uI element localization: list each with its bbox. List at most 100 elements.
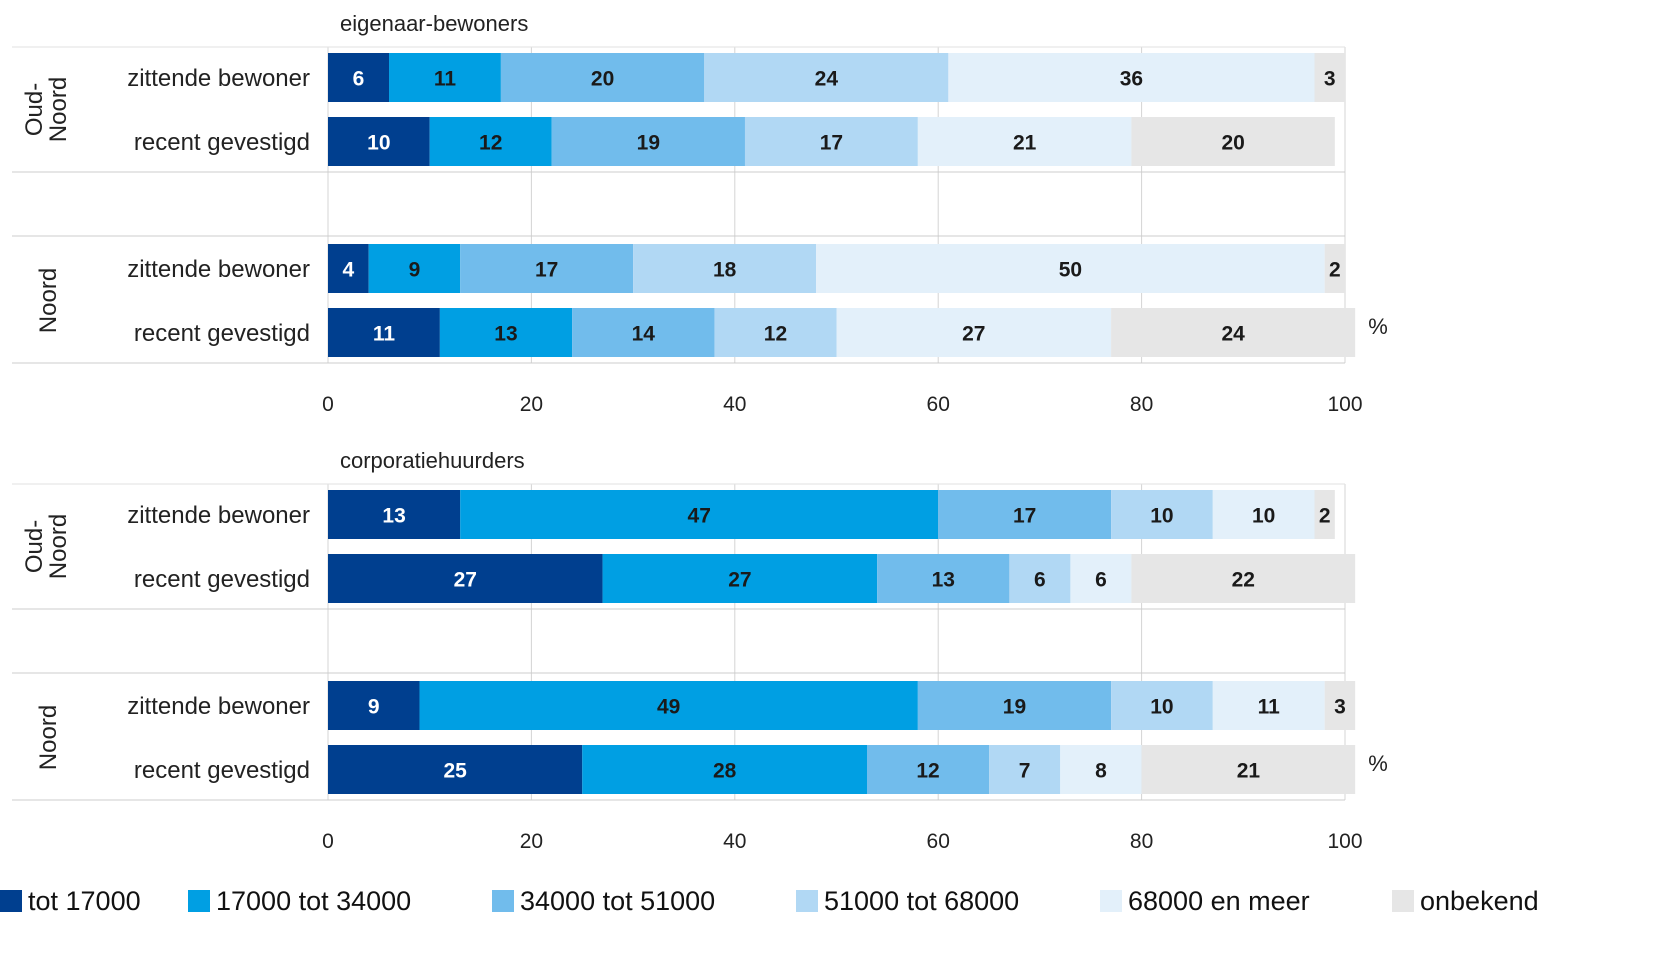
bar-segment [602,554,878,603]
row-label: zittende bewoner [127,693,310,720]
data-label: 13 [382,505,405,528]
data-label: 47 [688,505,711,528]
row-label: zittende bewoner [127,65,310,92]
legend-label: 51000 tot 68000 [824,886,1019,916]
data-label: 3 [1334,696,1346,719]
panel-1: corporatiehuurders Oud-Noord zittende bewo… [12,448,1388,853]
data-label: 49 [657,696,680,719]
data-label: 3 [1324,68,1336,91]
data-label: 12 [916,760,939,783]
data-label: 13 [494,323,517,346]
data-label: 22 [1232,569,1255,592]
panel-title: corporatiehuurders [340,448,525,473]
data-label: 21 [1237,760,1261,783]
bar-segment [1009,554,1071,603]
row-label: recent gevestigd [134,757,310,784]
row-label: recent gevestigd [134,320,310,347]
bar-segment [439,308,573,357]
group-label: Oud- [21,83,48,136]
data-label: 12 [479,132,502,155]
data-label: 6 [1034,569,1046,592]
bar-group: Noord zittende bewoner 9 49 19 10 11 3 recent ge… [35,681,1356,794]
legend-label: 34000 tot 51000 [520,886,715,916]
row-label: zittende bewoner [127,256,310,283]
group-label: Noord [45,514,72,579]
bar-segment [1324,681,1356,730]
bar-segment [389,53,501,102]
data-label: 50 [1059,259,1082,282]
bar-segment [1131,554,1356,603]
data-label: 10 [367,132,390,155]
bar-segment [704,53,949,102]
data-label: 6 [1095,569,1107,592]
x-tick-label: 0 [322,393,334,416]
row-label: zittende bewoner [127,502,310,529]
panel-title: eigenaar-bewoners [340,11,528,36]
group-label: Noord [35,268,62,333]
legend-swatch [492,890,514,912]
data-label: 9 [409,259,421,282]
x-tick-label: 40 [723,393,746,416]
data-label: 10 [1252,505,1275,528]
bar-segment [460,244,634,293]
row-label: recent gevestigd [134,566,310,593]
bar-segment [744,117,918,166]
group-label: Noord [45,77,72,142]
data-label: 24 [815,68,839,91]
bar-segment [500,53,705,102]
bar-segment [1314,490,1335,539]
bar-segment [328,681,420,730]
data-label: 7 [1019,760,1031,783]
x-tick-label: 80 [1130,393,1153,416]
data-label: 17 [820,132,843,155]
data-label: 10 [1150,505,1173,528]
bar-segment [714,308,837,357]
data-label: 10 [1150,696,1173,719]
data-label: 20 [1221,132,1244,155]
data-label: 12 [764,323,787,346]
x-tick-label: 80 [1130,830,1153,853]
data-label: 11 [434,68,457,91]
bar-segment [328,308,440,357]
data-label: 36 [1120,68,1143,91]
data-label: 27 [454,569,477,592]
bar-segment [989,745,1061,794]
bar-segment [328,117,430,166]
bar-segment [1111,308,1356,357]
bar-segment [419,681,918,730]
x-tick-label: 20 [520,393,543,416]
legend-label: tot 17000 [28,886,141,916]
data-label: 14 [632,323,656,346]
bar-segment [633,244,817,293]
data-label: 2 [1319,505,1331,528]
bar-segment [816,244,1325,293]
bar-segment [917,117,1132,166]
legend: tot 17000 17000 tot 34000 34000 tot 51000 5… [0,886,1539,916]
data-label: 17 [1013,505,1036,528]
data-label: 19 [1003,696,1026,719]
bar-segment [368,244,461,293]
bar-segment [551,117,745,166]
bar-group: Oud-Noord zittende bewoner 6 11 20 24 36 3 recen… [21,53,1345,166]
bar-segment [1212,490,1315,539]
bar-segment [1111,490,1213,539]
group-label: Oud- [21,520,48,573]
bar-segment [1314,53,1345,102]
bar-segment [917,681,1112,730]
data-label: 25 [443,760,467,783]
bar-segment [1212,681,1325,730]
bar-segment [572,308,715,357]
legend-swatch [188,890,210,912]
bar-segment [867,745,990,794]
bar-segment [429,117,552,166]
unit-label: % [1368,751,1388,776]
data-label: 19 [637,132,660,155]
x-tick-label: 60 [927,393,950,416]
bar-segment [948,53,1315,102]
data-label: 27 [728,569,751,592]
bar-group: Oud-Noord zittende bewoner 13 47 17 10 10 2 rece… [21,490,1356,603]
legend-swatch [1392,890,1414,912]
x-tick-label: 40 [723,830,746,853]
